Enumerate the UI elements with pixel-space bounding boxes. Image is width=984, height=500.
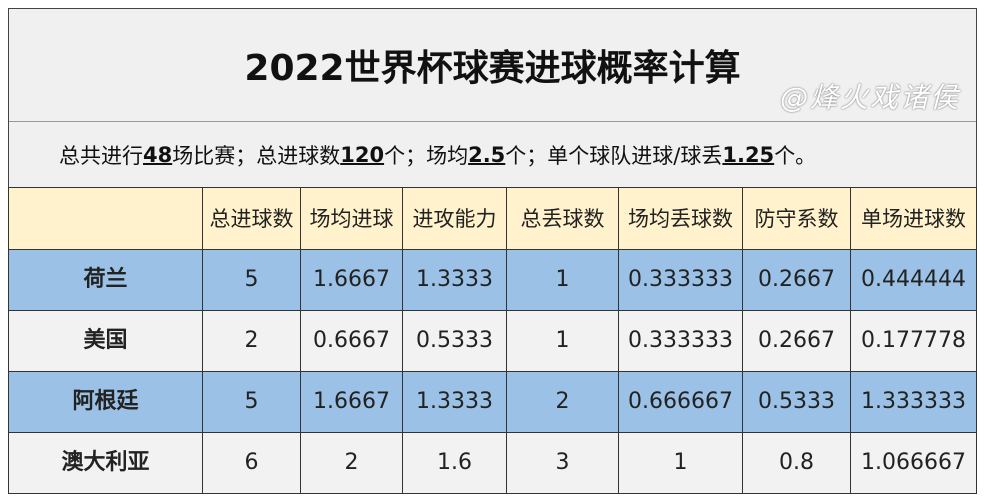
table-cell: 5 (202, 249, 301, 311)
table-cell: 0.333333 (618, 310, 743, 372)
table-row: 美国 2 0.6667 0.5333 1 0.333333 0.2667 0.177778 (8, 310, 977, 372)
team-avg-goals: 1.25 (722, 142, 775, 167)
table-cell: 5 (202, 371, 301, 433)
summary-line: 总共进行 48 场比赛；总进球数 120 个；场均 2.5 个；单个球队进球/球丢 1.25 个… (9, 122, 976, 187)
column-header: 进攻能力 (402, 187, 507, 250)
column-header: 防守系数 (742, 187, 851, 250)
table-cell: 1 (618, 432, 743, 494)
table-cell: 1.3333 (402, 371, 507, 433)
table-row: 阿根廷 5 1.6667 1.3333 2 0.666667 0.5333 1.333333 (8, 371, 977, 433)
table-cell: 6 (202, 432, 301, 494)
table-cell: 0.8 (742, 432, 851, 494)
column-header: 总进球数 (202, 187, 301, 250)
table-cell: 1.6 (402, 432, 507, 494)
avg-goals: 2.5 (468, 142, 506, 167)
table-cell: 1.3333 (402, 249, 507, 311)
table-cell: 1.066667 (850, 432, 977, 494)
team-name: 荷兰 (8, 249, 203, 311)
table-row: 荷兰 5 1.6667 1.3333 1 0.333333 0.2667 0.444444 (8, 249, 977, 311)
table-cell: 2 (506, 371, 619, 433)
table-cell: 0.177778 (850, 310, 977, 372)
table-cell: 1.333333 (850, 371, 977, 433)
table-cell: 0.2667 (742, 249, 851, 311)
table-cell: 1 (506, 310, 619, 372)
page-title: 2022世界杯球赛进球概率计算 (9, 9, 976, 122)
table-cell: 1 (506, 249, 619, 311)
stats-table: 总进球数 场均进球 进攻能力 总丢球数 场均丢球数 防守系数 单场进球数 荷兰 5 1.6667 1… (8, 187, 977, 494)
column-header: 总丢球数 (506, 187, 619, 250)
matches-count: 48 (143, 142, 173, 167)
table-cell: 0.2667 (742, 310, 851, 372)
table-cell: 0.444444 (850, 249, 977, 311)
table-cell: 1.6667 (300, 371, 403, 433)
sheet: 2022世界杯球赛进球概率计算 总共进行 48 场比赛；总进球数 120 个；场均 2.5… (8, 8, 977, 494)
table-cell: 0.6667 (300, 310, 403, 372)
column-header: 场均进球 (300, 187, 403, 250)
table-cell: 0.5333 (742, 371, 851, 433)
summary-text: 个；场均 (384, 143, 469, 168)
summary-text: 个。 (774, 143, 817, 168)
header-row: 总进球数 场均进球 进攻能力 总丢球数 场均丢球数 防守系数 单场进球数 (8, 187, 977, 250)
table-cell: 0.5333 (402, 310, 507, 372)
table-cell: 3 (506, 432, 619, 494)
watermark: @烽火戏诸侯 (780, 81, 961, 114)
team-name: 阿根廷 (8, 371, 203, 433)
summary-text: 个；单个球队进球/球丢 (505, 143, 723, 168)
table-cell: 0.666667 (618, 371, 743, 433)
team-name: 美国 (8, 310, 203, 372)
team-name: 澳大利亚 (8, 432, 203, 494)
column-header (8, 187, 203, 250)
table-cell: 1.6667 (300, 249, 403, 311)
table-cell: 0.333333 (618, 249, 743, 311)
table-cell: 2 (300, 432, 403, 494)
table-cell: 2 (202, 310, 301, 372)
column-header: 场均丢球数 (618, 187, 743, 250)
summary-text: 总共进行 (59, 143, 143, 168)
column-header: 单场进球数 (850, 187, 977, 250)
table-row: 澳大利亚 6 2 1.6 3 1 0.8 1.066667 (8, 432, 977, 494)
summary-text: 场比赛；总进球数 (172, 143, 341, 168)
total-goals: 120 (340, 142, 385, 167)
